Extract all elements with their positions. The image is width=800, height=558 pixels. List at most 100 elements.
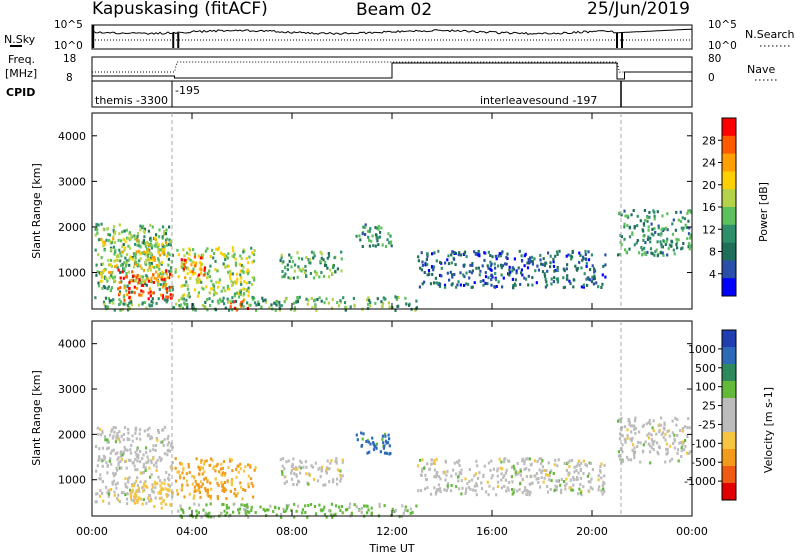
heatmap-cell	[167, 441, 170, 445]
heatmap-cell	[280, 516, 283, 519]
heatmap-cell	[292, 467, 295, 471]
heatmap-cell	[446, 482, 450, 486]
heatmap-cell	[623, 225, 626, 229]
heatmap-cell	[149, 497, 152, 501]
heatmap-cell	[177, 509, 180, 513]
heatmap-cell	[142, 241, 145, 245]
heatmap-cell	[186, 284, 189, 288]
heatmap-cell	[377, 224, 380, 228]
heatmap-cell	[160, 262, 163, 266]
heatmap-cell	[545, 280, 548, 284]
heatmap-cell	[287, 276, 290, 280]
heatmap-cell	[630, 430, 633, 434]
heatmap-cell	[395, 297, 398, 301]
heatmap-cell	[582, 257, 585, 261]
heatmap-cell	[180, 261, 183, 265]
heatmap-cell	[99, 489, 102, 492]
heatmap-cell	[257, 302, 261, 306]
heatmap-cell	[208, 297, 211, 301]
heatmap-cell	[189, 248, 192, 252]
heatmap-cell	[115, 258, 118, 262]
heatmap-cell	[421, 467, 424, 471]
heatmap-cell	[133, 499, 136, 503]
heatmap-cell	[140, 293, 143, 297]
heatmap-cell	[500, 251, 503, 255]
heatmap-cell	[209, 502, 212, 506]
heatmap-cell	[150, 436, 153, 440]
heatmap-cell	[570, 257, 573, 261]
heatmap-cell	[168, 253, 171, 257]
heatmap-cell	[168, 484, 171, 488]
heatmap-cell	[454, 263, 457, 267]
heatmap-cell	[227, 270, 230, 274]
colorbar-tick-label: 1000	[688, 343, 716, 356]
heatmap-cell	[138, 432, 141, 436]
x-tick-label: 16:00	[476, 525, 508, 538]
cpid-strip: themis -3300 -195 interleavesound -197	[91, 80, 693, 108]
heatmap-cell	[171, 490, 174, 494]
heatmap-cell	[367, 440, 370, 444]
heatmap-cell	[582, 459, 585, 463]
heatmap-cell	[171, 305, 174, 309]
heatmap-cell	[621, 443, 624, 447]
heatmap-cell	[301, 257, 304, 261]
heatmap-cell	[309, 272, 312, 275]
heatmap-cell	[139, 257, 142, 261]
colorbar-swatch	[722, 364, 736, 382]
heatmap-cell	[212, 288, 216, 292]
heatmap-cell	[433, 251, 436, 255]
heatmap-cell	[147, 496, 150, 500]
heatmap-cell	[460, 492, 463, 496]
heatmap-cell	[199, 271, 203, 275]
heatmap-cell	[104, 305, 107, 309]
heatmap-cell	[193, 288, 197, 292]
heatmap-cell	[549, 261, 552, 265]
heatmap-cell	[389, 234, 392, 238]
power-panel-frame	[91, 112, 693, 310]
heatmap-cell	[643, 246, 646, 250]
heatmap-cell	[678, 441, 681, 445]
heatmap-cell	[189, 258, 192, 262]
heatmap-cell	[649, 422, 652, 426]
heatmap-cell	[295, 509, 298, 513]
heatmap-cell	[430, 458, 433, 462]
heatmap-cell	[539, 253, 542, 257]
heatmap-cell	[183, 262, 186, 266]
heatmap-cell	[182, 511, 185, 515]
heatmap-cell	[222, 286, 225, 290]
heatmap-cell	[366, 511, 369, 515]
heatmap-cell	[203, 462, 206, 466]
heatmap-cell	[97, 281, 100, 285]
heatmap-cell	[111, 436, 114, 440]
heatmap-cell	[279, 458, 282, 462]
heatmap-cell	[528, 457, 531, 461]
heatmap-cell	[575, 469, 578, 473]
heatmap-cell	[229, 459, 232, 463]
heatmap-cell	[455, 485, 458, 489]
heatmap-cell	[341, 474, 344, 478]
heatmap-cell	[248, 510, 251, 514]
heatmap-cell	[424, 473, 427, 477]
heatmap-cell	[289, 277, 292, 280]
heatmap-cell	[205, 459, 208, 463]
heatmap-cell	[182, 269, 185, 272]
colorbar-swatch	[722, 415, 736, 433]
heatmap-cell	[198, 486, 201, 490]
heatmap-cell	[282, 507, 285, 511]
heatmap-cell	[237, 292, 240, 296]
heatmap-cell	[447, 262, 451, 266]
heatmap-cell	[628, 235, 632, 239]
heatmap-cell	[531, 262, 534, 266]
heatmap-cell	[576, 268, 579, 272]
heatmap-cell	[389, 241, 392, 245]
heatmap-cell	[290, 464, 293, 468]
heatmap-cell	[437, 282, 440, 286]
heatmap-cell	[114, 482, 117, 486]
heatmap-cell	[654, 250, 657, 254]
heatmap-cell	[590, 477, 593, 481]
freq-tick-bottom: 8	[66, 72, 73, 84]
heatmap-cell	[642, 423, 645, 427]
heatmap-cell	[449, 489, 453, 493]
heatmap-cell	[587, 277, 591, 281]
heatmap-cell	[566, 277, 569, 281]
